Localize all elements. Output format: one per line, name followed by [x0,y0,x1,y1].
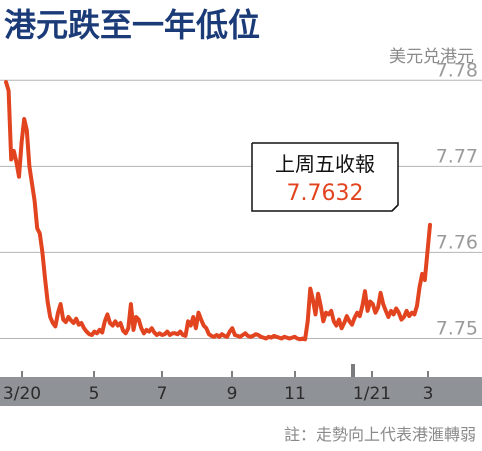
callout-label: 上周五收報 [275,152,375,176]
year-divider-mark [351,364,355,377]
callout-corner [391,204,399,212]
callout-value: 7.7632 [287,181,364,206]
unit-label: 美元兑港元 [389,47,474,67]
x-tick-label: 5 [89,384,100,404]
x-tick-label: 1/21 [353,384,391,404]
x-tick-label: 3/20 [3,384,41,404]
gridlines [0,79,482,339]
footnote: 註：走勢向上代表港滙轉弱 [284,425,476,444]
callout: 上周五收報 7.7632 [251,142,399,212]
y-tick-label: 7.77 [436,145,478,167]
y-axis-ticks: 7.78 7.77 7.76 7.75 [436,59,478,339]
x-tick-label: 3 [423,384,434,404]
y-tick-label: 7.78 [436,59,478,81]
x-axis-band [0,377,482,406]
x-axis-ticks: 3/20 5 7 9 11 1/21 3 [3,364,434,404]
chart-title: 港元跌至一年低位 [4,6,260,44]
y-tick-label: 7.76 [436,231,478,253]
x-tick-label: 7 [157,384,168,404]
y-tick-label: 7.75 [436,317,478,339]
x-tick-label: 11 [284,384,306,404]
series-line [4,80,432,342]
x-tick-label: 9 [227,384,238,404]
